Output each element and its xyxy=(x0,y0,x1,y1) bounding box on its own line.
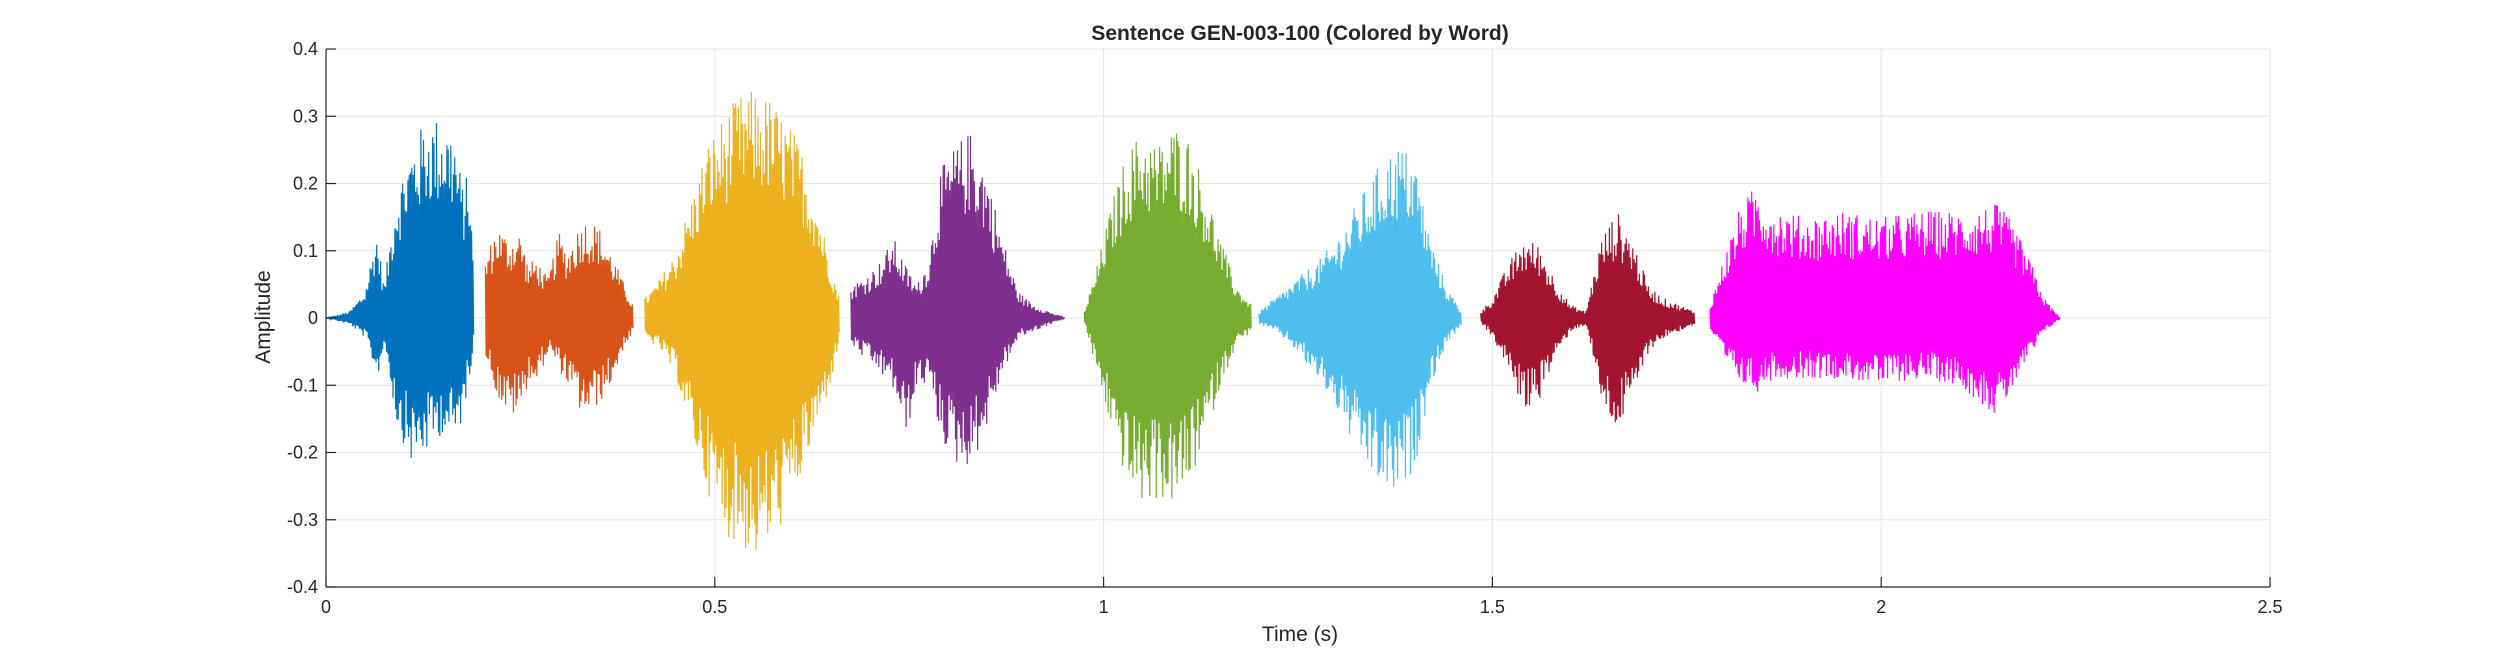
y-tick-label: 0.2 xyxy=(293,174,318,194)
y-tick-label: -0.1 xyxy=(287,375,318,395)
y-tick-label: 0.4 xyxy=(293,39,318,59)
tick-labels: 0 0.5 1 1.5 2 2.5 0.4 0.3 0.2 0.1 0 -0.1 -0.2 -0.3 -0.… xyxy=(287,39,2283,617)
y-tick-label: 0 xyxy=(308,308,318,328)
axes xyxy=(325,48,2271,588)
waveform-series xyxy=(326,92,2061,550)
x-tick-label: 2.5 xyxy=(2257,597,2282,617)
chart-title: Sentence GEN-003-100 (Colored by Word) xyxy=(1091,22,1508,45)
waveform-word-1 xyxy=(326,123,475,458)
waveform-word-2 xyxy=(484,226,634,413)
x-tick-label: 1.5 xyxy=(1480,597,1505,617)
y-axis-label: Amplitude xyxy=(252,270,275,363)
waveform-word-7 xyxy=(1480,214,1696,423)
y-tick-label: 0.1 xyxy=(293,241,318,261)
y-tick-label: 0.3 xyxy=(293,106,318,126)
x-tick-label: 0 xyxy=(321,597,331,617)
x-tick-label: 0.5 xyxy=(702,597,727,617)
y-tick-label: -0.2 xyxy=(287,443,318,463)
waveform-word-4 xyxy=(850,135,1066,464)
waveform-word-3 xyxy=(644,92,840,550)
x-tick-label: 2 xyxy=(1876,597,1886,617)
y-tick-label: -0.4 xyxy=(287,577,318,597)
y-tick-label: -0.3 xyxy=(287,510,318,530)
waveform-word-6 xyxy=(1258,152,1462,487)
waveform-word-5 xyxy=(1083,133,1252,499)
x-tick-label: 1 xyxy=(1099,597,1109,617)
x-axis-label: Time (s) xyxy=(1262,623,1338,646)
waveform-word-8 xyxy=(1709,191,2061,413)
